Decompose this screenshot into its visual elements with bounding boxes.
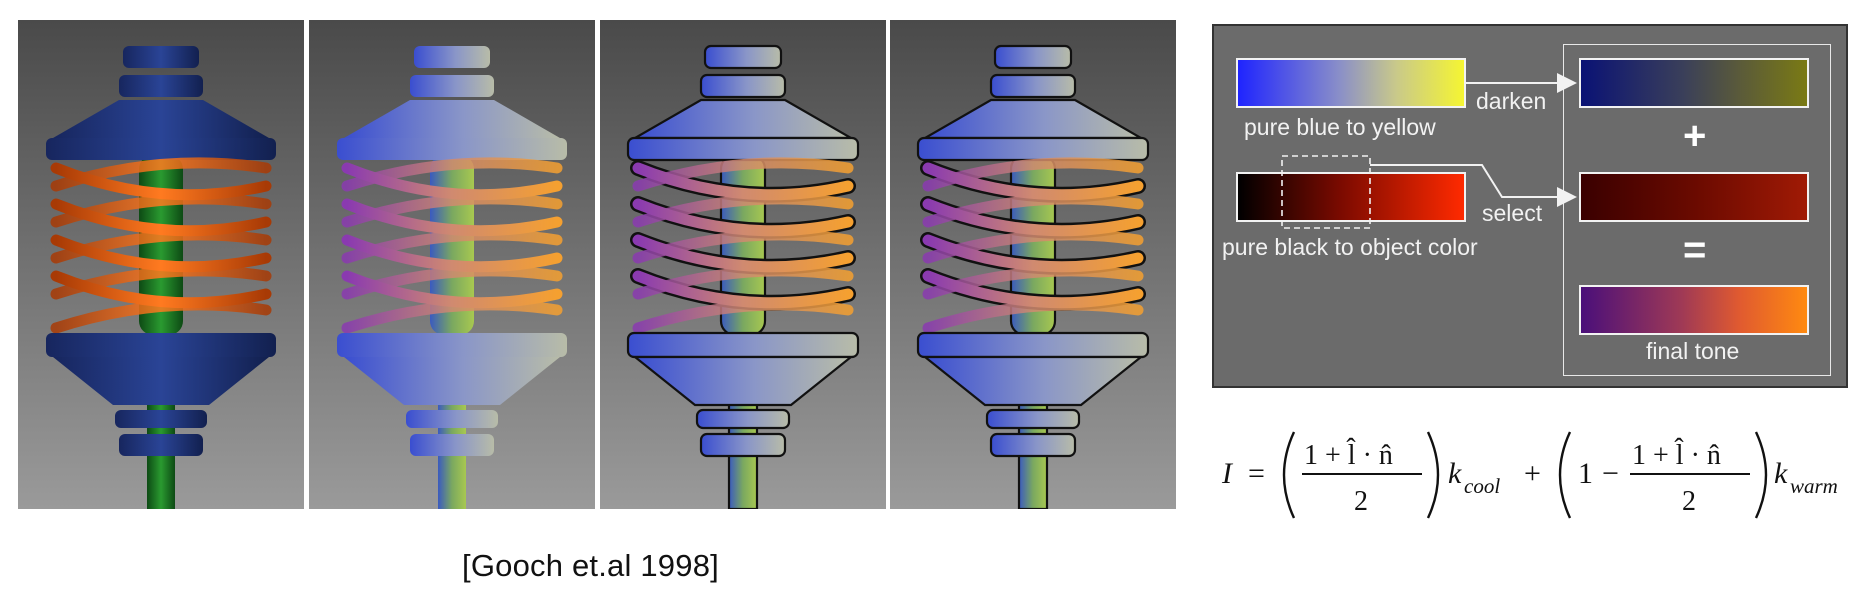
output-column-frame	[1563, 44, 1831, 376]
equals-operator: =	[1683, 228, 1707, 272]
label-blue-yellow: pure blue to yellow	[1244, 114, 1436, 140]
formula-one: 1	[1578, 457, 1593, 490]
gradient-blue-yellow	[1236, 58, 1466, 108]
formula-minus: −	[1602, 457, 1619, 490]
panel-phong-shading	[18, 20, 304, 509]
citation: [Gooch et.al 1998]	[462, 548, 719, 583]
label-black-object: pure black to object color	[1222, 234, 1478, 260]
k-cool-sub: cool	[1464, 474, 1500, 498]
gradient-darkened-blue-yellow	[1579, 58, 1809, 108]
formula-plus: +	[1524, 457, 1541, 490]
paren-close-1	[1426, 431, 1440, 519]
select-arrow	[1370, 164, 1577, 207]
paren-close-2	[1754, 431, 1768, 519]
rendering-comparison	[18, 20, 1176, 509]
panel-cool-warm-outlined	[600, 20, 886, 509]
label-final-tone: final tone	[1646, 338, 1740, 364]
k-warm-sub: warm	[1790, 474, 1838, 498]
gradient-final-tone	[1579, 285, 1809, 335]
k-warm: k	[1774, 457, 1788, 490]
gooch-formula: I = 1 + l̂ · n̂ 2 k cool + 1 − 1 + l̂ · …	[1221, 431, 1838, 519]
formula-num-1: 1 + l̂ · n̂	[1304, 438, 1393, 471]
formula-equals: =	[1248, 457, 1265, 490]
formula-lhs: I	[1221, 457, 1234, 490]
panel-cool-warm-outlined-2	[890, 20, 1176, 509]
paren-open-1	[1282, 431, 1296, 519]
label-select: select	[1482, 200, 1543, 226]
formula-num-2: 1 + l̂ · n̂	[1632, 438, 1721, 471]
panel-cool-warm-shading	[309, 20, 595, 509]
formula-den-2: 2	[1682, 486, 1696, 517]
diagram-arrows	[1281, 73, 1577, 229]
gradient-selected-red	[1579, 172, 1809, 222]
k-cool: k	[1448, 457, 1462, 490]
label-darken: darken	[1476, 88, 1547, 114]
selection-box	[1281, 155, 1371, 229]
paren-open-2	[1558, 431, 1572, 519]
tone-diagram: pure blue to yellow pure black to object…	[1212, 24, 1848, 388]
plus-operator: +	[1683, 114, 1707, 158]
formula-den-1: 2	[1354, 486, 1368, 517]
gradient-black-object	[1236, 172, 1466, 222]
